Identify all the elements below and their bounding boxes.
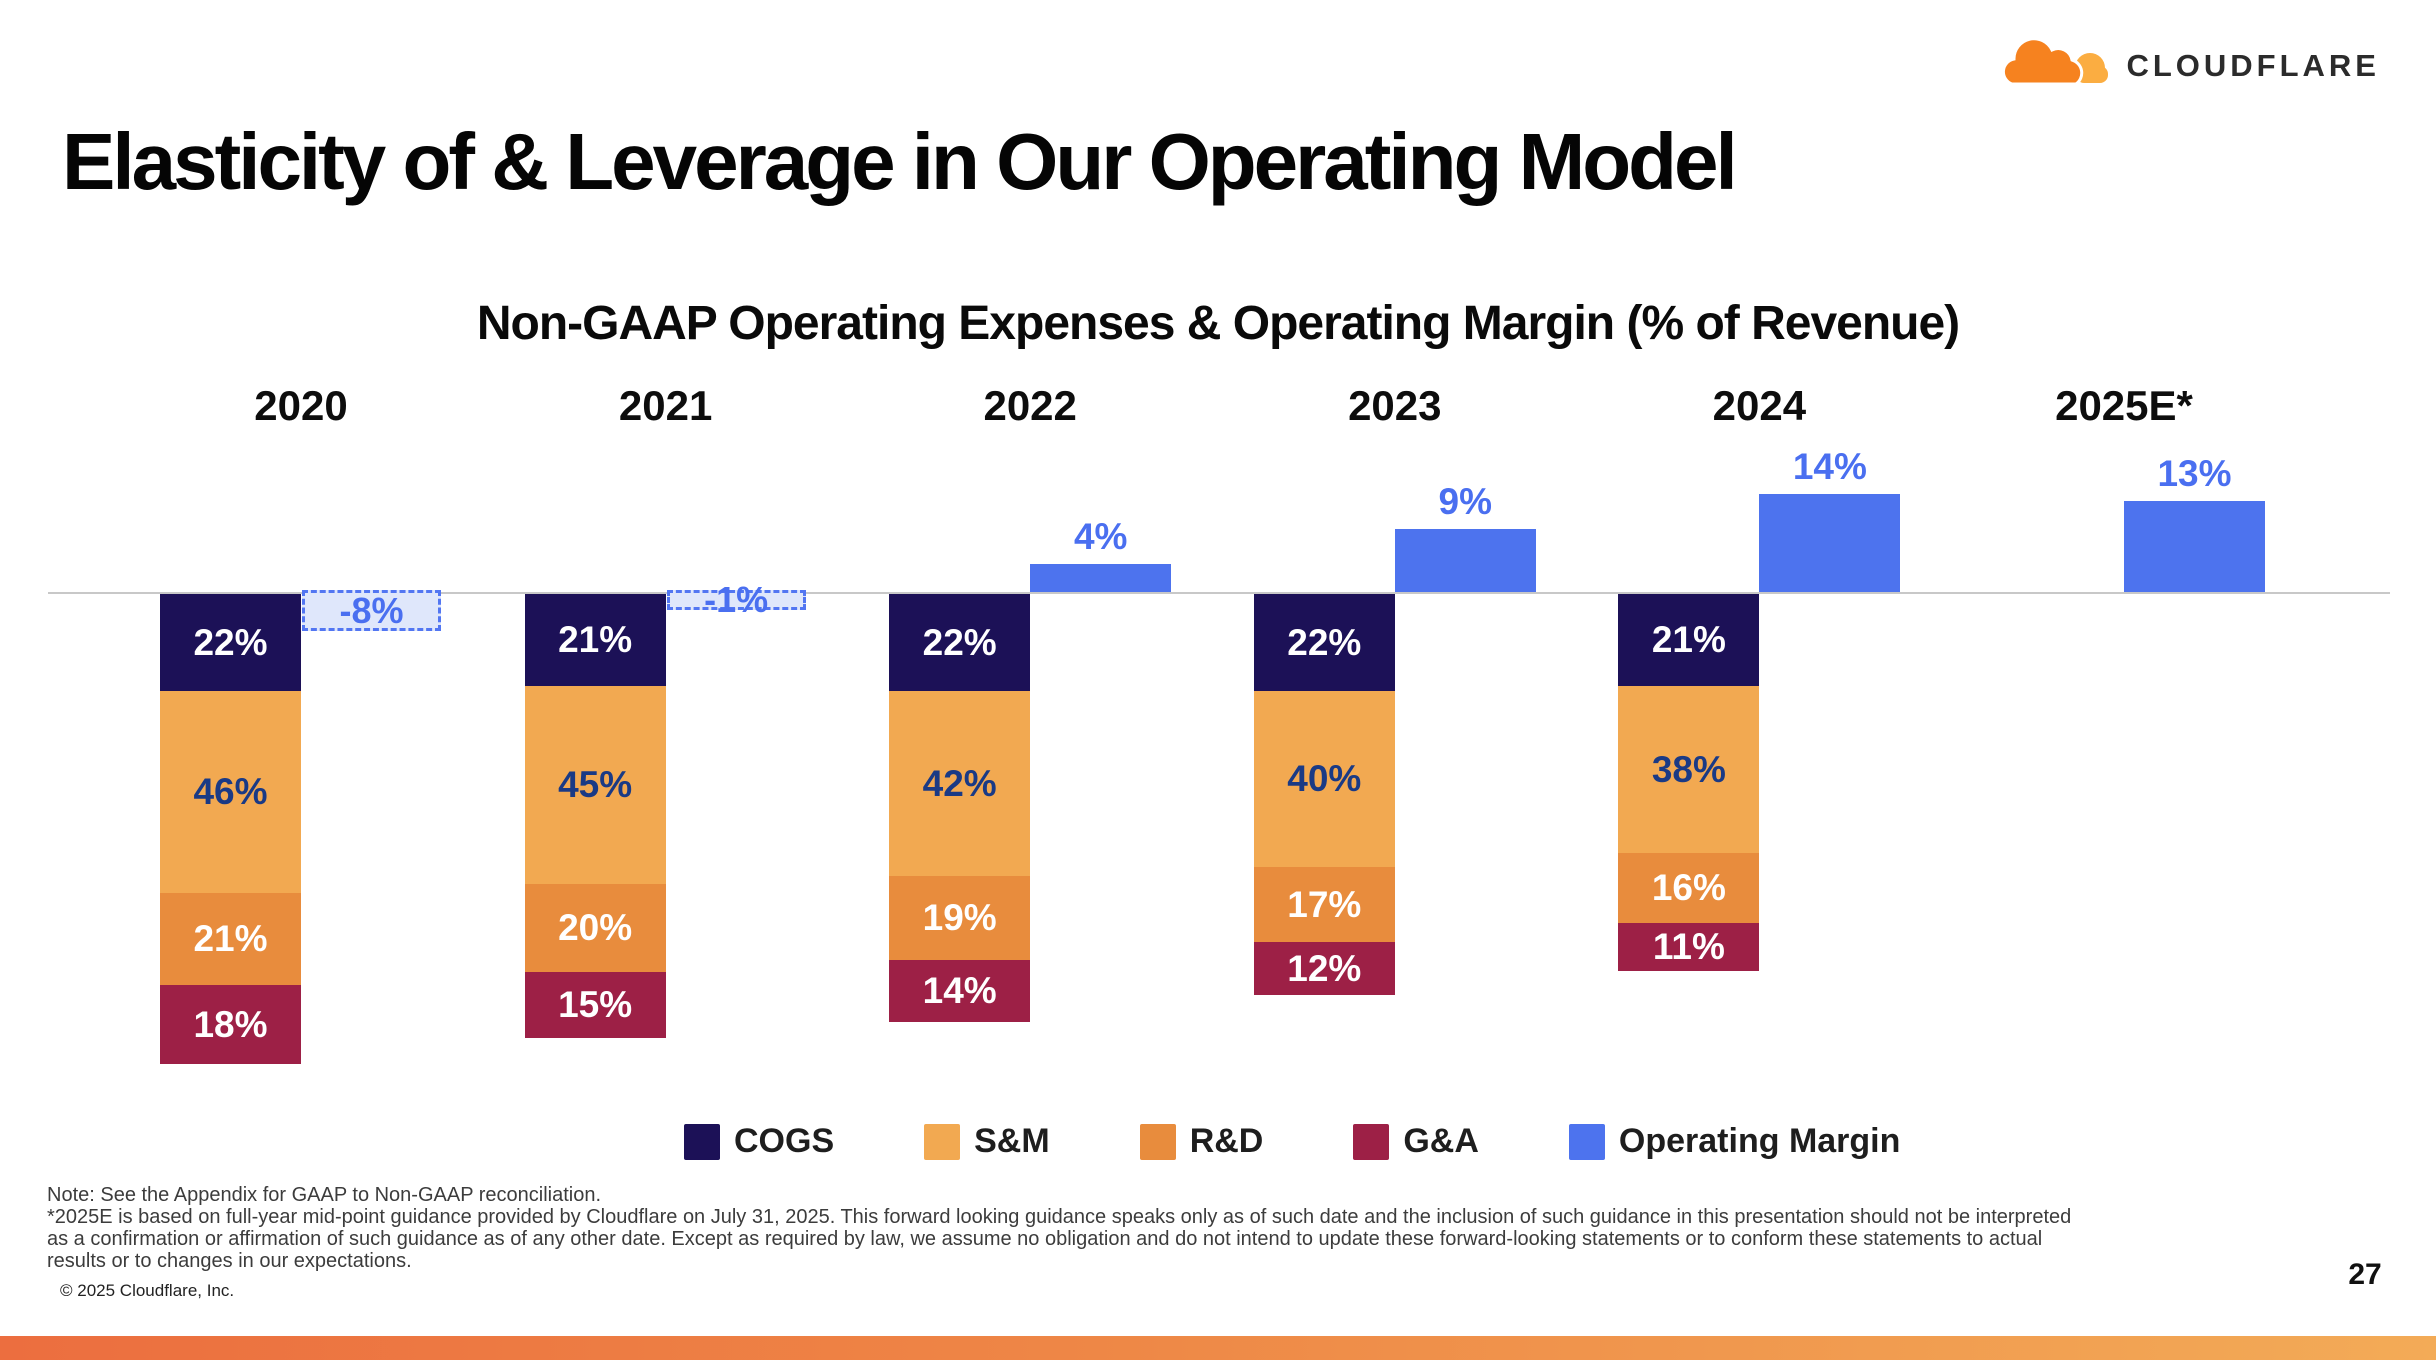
operating-margin-bar-2023 (1394, 529, 1536, 592)
operating-margin-bar-2025e (2124, 501, 2265, 592)
operating-margin-value-2025e: 13% (2157, 453, 2232, 494)
operating-margin-value-2024: 14% (1792, 446, 1867, 487)
footnote-line-2: *2025E is based on full-year mid-point g… (47, 1206, 2072, 1228)
legend: COGS S&M R&D G&A Operating Margin (684, 1122, 1900, 1161)
legend-label-operatingmargin: Operating Margin (1618, 1122, 1901, 1160)
bar-segment-rd-2023: 17% (1253, 867, 1395, 942)
x-axis-line (48, 592, 2390, 594)
category-label-2022: 2022 (983, 382, 1077, 429)
legend-swatch-cogs (684, 1123, 720, 1160)
bar-segment-sm-2024: 38% (1618, 686, 1760, 853)
category-label-2024: 2024 (1712, 382, 1807, 429)
legend-swatch-ga (1353, 1123, 1390, 1160)
copyright: © 2025 Cloudflare, Inc. (60, 1281, 235, 1300)
bar-segment-ga-2021: 15% (524, 972, 666, 1038)
cloudflare-cloud-icon (2002, 37, 2109, 86)
bottom-accent-bar (0, 1336, 2436, 1360)
legend-item-sm: S&M (924, 1122, 1050, 1161)
bar-segment-cogs-2021: 21% (524, 594, 666, 686)
footnote-line-3: as a confirmation or affirmation of such… (47, 1228, 2043, 1250)
category-label-2025e: 2025E* (2055, 382, 2193, 429)
page-number: 27 (2348, 1258, 2382, 1291)
bar-segment-rd-2020: 21% (160, 893, 301, 985)
bar-segment-cogs-2023: 22% (1253, 594, 1395, 691)
operating-margin-value-2022: 4% (1073, 516, 1128, 557)
bar-segment-ga-2024: 11% (1618, 923, 1760, 971)
operating-margin-value-2023: 9% (1438, 481, 1493, 522)
chart-title: Non-GAAP Operating Expenses & Operating … (476, 297, 1960, 350)
bar-segment-ga-2022: 14% (889, 960, 1031, 1022)
cloudflare-wordmark: CLOUDFLARE (2126, 48, 2380, 83)
bar-segment-rd-2021: 20% (524, 884, 666, 972)
legend-label-sm: S&M (974, 1122, 1050, 1160)
bar-segment-rd-2024: 16% (1618, 853, 1760, 923)
category-label-2021: 2021 (618, 382, 713, 429)
cloudflare-logo: CLOUDFLARE (1998, 34, 2380, 98)
bar-segment-sm-2023: 40% (1253, 691, 1395, 867)
legend-label-cogs: COGS (734, 1122, 835, 1160)
operating-margin-bar-2024 (1759, 494, 1901, 592)
legend-swatch-sm (924, 1123, 961, 1160)
bar-segment-sm-2020: 46% (160, 691, 301, 893)
operating-margin-negative-box-2020: -8% (302, 590, 441, 631)
bar-segment-ga-2020: 18% (160, 985, 301, 1064)
bar-segment-sm-2022: 42% (889, 691, 1031, 876)
legend-item-ga: G&A (1353, 1122, 1479, 1161)
legend-item-operatingmargin: Operating Margin (1568, 1122, 1901, 1161)
bar-segment-sm-2021: 45% (524, 686, 666, 884)
footnote-line-1: Note: See the Appendix for GAAP to Non-G… (47, 1184, 602, 1206)
bar-segment-cogs-2020: 22% (160, 594, 301, 691)
bar-segment-ga-2023: 12% (1253, 942, 1395, 995)
operating-margin-negative-box-2021: -1% (666, 579, 806, 620)
legend-label-rd: R&D (1189, 1122, 1264, 1160)
legend-swatch-operatingmargin (1568, 1123, 1605, 1160)
operating-margin-bar-2022 (1030, 564, 1172, 592)
bar-segment-cogs-2024: 21% (1618, 594, 1760, 686)
bar-segment-cogs-2022: 22% (889, 594, 1031, 691)
footnotes: Note: See the Appendix for GAAP to Non-G… (47, 1184, 2071, 1272)
category-label-2023: 2023 (1348, 382, 1442, 429)
legend-item-cogs: COGS (684, 1122, 834, 1161)
footnote-line-4: results or to changes in our expectation… (47, 1250, 412, 1272)
legend-item-rd: R&D (1139, 1122, 1264, 1161)
category-label-2020: 2020 (254, 382, 348, 429)
legend-swatch-rd (1139, 1123, 1176, 1160)
page-title: Elasticity of & Leverage in Our Operatin… (62, 117, 1738, 206)
bar-segment-rd-2022: 19% (889, 876, 1031, 960)
legend-label-ga: G&A (1403, 1122, 1479, 1160)
